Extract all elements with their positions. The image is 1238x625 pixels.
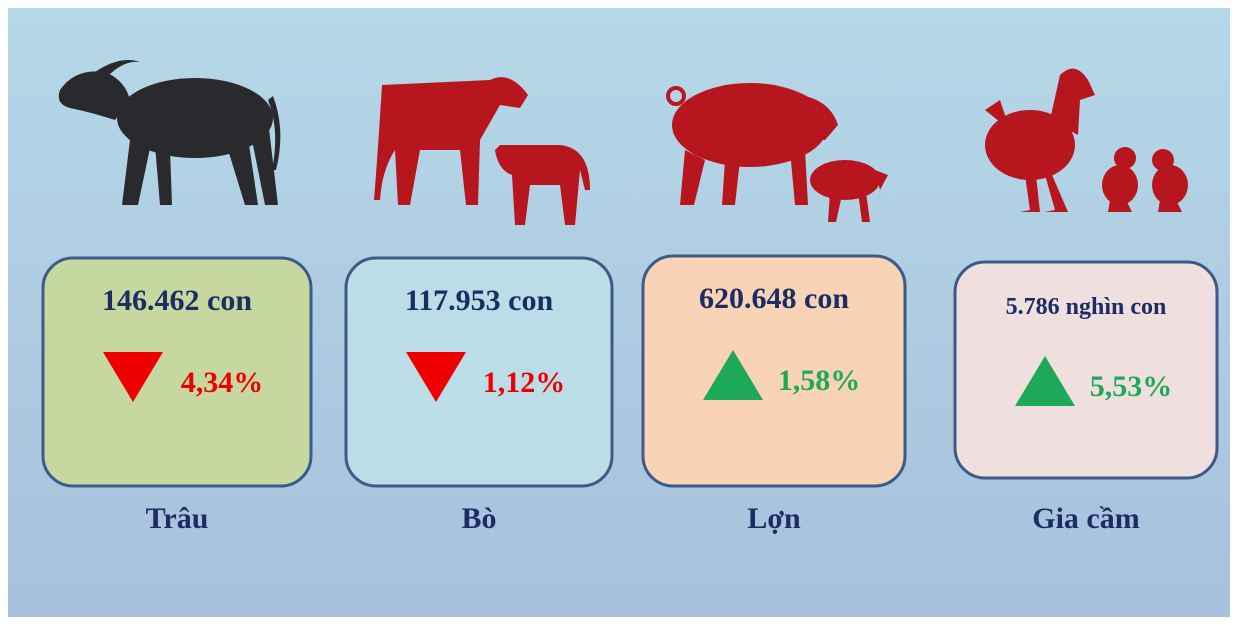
infographic: 146.462 con 4,34% Trâu 117.953 con 1,12% Bò 62… (0, 0, 1238, 625)
count: 146.462 con (102, 284, 252, 317)
change: 4,34% (181, 366, 264, 399)
animal-label: Trâu (146, 502, 209, 535)
count: 5.786 nghìn con (1006, 294, 1167, 320)
change: 5,53% (1090, 370, 1173, 403)
animal-label: Lợn (747, 502, 801, 535)
animal-label: Gia cầm (1032, 502, 1139, 535)
animal-label: Bò (461, 502, 496, 535)
count: 117.953 con (405, 284, 554, 317)
change: 1,58% (778, 364, 861, 397)
change: 1,12% (483, 366, 566, 399)
count: 620.648 con (699, 282, 849, 315)
